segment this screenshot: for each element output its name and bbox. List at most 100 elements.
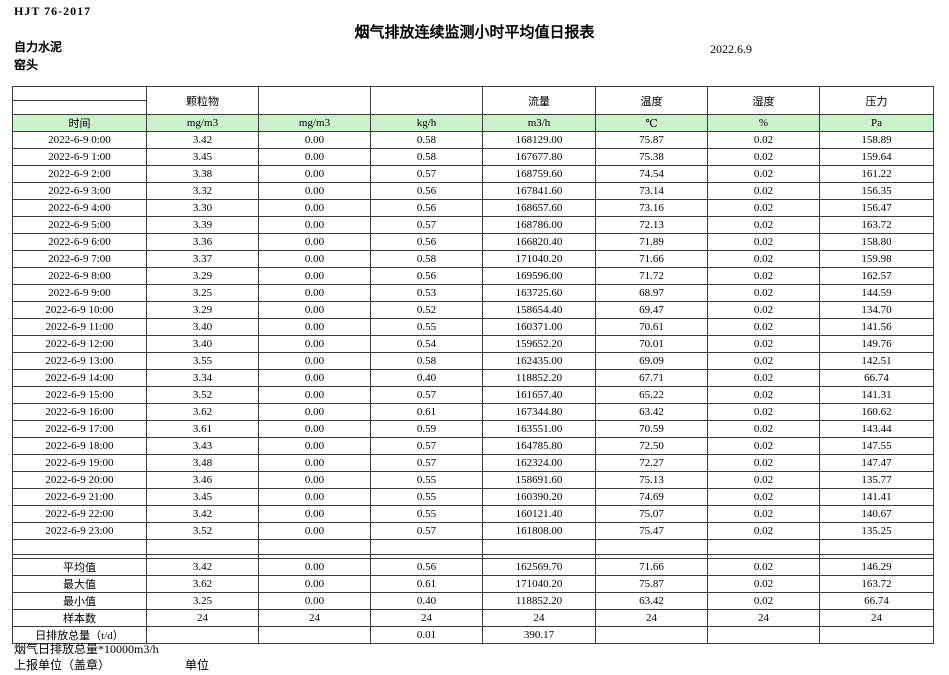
table-row: 2022-6-9 6:00 3.36 0.00 0.56 166820.40 71.89 0… bbox=[12, 233, 934, 251]
time-cell: 2022-6-9 13:00 bbox=[12, 352, 147, 370]
value-cell: 69.09 bbox=[595, 352, 708, 370]
value-cell: 0.57 bbox=[370, 386, 483, 404]
table-row: 2022-6-9 21:00 3.45 0.00 0.55 160390.20 74.69… bbox=[12, 488, 934, 506]
value-cell: 0.57 bbox=[370, 165, 483, 183]
table-row: 2022-6-9 3:00 3.32 0.00 0.56 167841.60 73.14 0… bbox=[12, 182, 934, 200]
summary-value-cell: 163.72 bbox=[819, 575, 934, 593]
time-cell: 2022-6-9 23:00 bbox=[12, 522, 147, 540]
value-cell: 3.62 bbox=[146, 403, 259, 421]
summary-value-cell: 146.29 bbox=[819, 558, 934, 576]
value-cell: 73.14 bbox=[595, 182, 708, 200]
value-cell: 72.27 bbox=[595, 454, 708, 472]
value-cell: 0.00 bbox=[258, 403, 371, 421]
value-cell: 0.02 bbox=[707, 318, 820, 336]
value-cell: 0.58 bbox=[370, 131, 483, 149]
blank-cell bbox=[482, 539, 596, 555]
time-cell: 2022-6-9 19:00 bbox=[12, 454, 147, 472]
value-cell: 3.29 bbox=[146, 267, 259, 285]
value-cell: 3.61 bbox=[146, 420, 259, 438]
summary-value-cell bbox=[258, 626, 371, 644]
value-cell: 158.80 bbox=[819, 233, 934, 251]
value-cell: 0.58 bbox=[370, 352, 483, 370]
value-cell: 75.87 bbox=[595, 131, 708, 149]
time-cell: 2022-6-9 22:00 bbox=[12, 505, 147, 523]
value-cell: 0.55 bbox=[370, 318, 483, 336]
value-cell: 0.40 bbox=[370, 369, 483, 387]
group-header-cell: 颗粒物 bbox=[146, 86, 259, 115]
unit-header-cell: kg/h bbox=[370, 114, 483, 132]
value-cell: 0.52 bbox=[370, 301, 483, 319]
value-cell: 0.53 bbox=[370, 284, 483, 302]
summary-value-cell: 24 bbox=[819, 609, 934, 627]
value-cell: 3.46 bbox=[146, 471, 259, 489]
value-cell: 0.00 bbox=[258, 488, 371, 506]
summary-value-cell: 0.01 bbox=[370, 626, 483, 644]
summary-value-cell: 66.74 bbox=[819, 592, 934, 610]
value-cell: 141.41 bbox=[819, 488, 934, 506]
value-cell: 0.00 bbox=[258, 301, 371, 319]
value-cell: 141.56 bbox=[819, 318, 934, 336]
summary-value-cell bbox=[595, 626, 708, 644]
unit-header-cell: mg/m3 bbox=[258, 114, 371, 132]
value-cell: 3.39 bbox=[146, 216, 259, 234]
value-cell: 161.22 bbox=[819, 165, 934, 183]
value-cell: 0.02 bbox=[707, 165, 820, 183]
value-cell: 75.07 bbox=[595, 505, 708, 523]
time-cell: 2022-6-9 3:00 bbox=[12, 182, 147, 200]
summary-value-cell: 3.25 bbox=[146, 592, 259, 610]
group-header-cell bbox=[370, 86, 483, 115]
summary-value-cell: 0.00 bbox=[258, 592, 371, 610]
value-cell: 0.02 bbox=[707, 505, 820, 523]
value-cell: 141.31 bbox=[819, 386, 934, 404]
value-cell: 0.02 bbox=[707, 284, 820, 302]
summary-label-cell: 日排放总量（t/d） bbox=[12, 626, 147, 644]
summary-row: 平均值 3.42 0.00 0.56 162569.70 71.66 0.02 146.29 bbox=[12, 558, 934, 576]
unit-label: 单位 bbox=[185, 658, 210, 672]
table-row: 2022-6-9 0:00 3.42 0.00 0.58 168129.00 75.87 0… bbox=[12, 131, 934, 149]
summary-value-cell: 24 bbox=[370, 609, 483, 627]
value-cell: 0.02 bbox=[707, 182, 820, 200]
value-cell: 168657.60 bbox=[482, 199, 596, 217]
unit-header-cell: % bbox=[707, 114, 820, 132]
value-cell: 160390.20 bbox=[482, 488, 596, 506]
summary-value-cell: 24 bbox=[258, 609, 371, 627]
value-cell: 0.02 bbox=[707, 403, 820, 421]
summary-value-cell: 0.02 bbox=[707, 558, 820, 576]
value-cell: 167841.60 bbox=[482, 182, 596, 200]
value-cell: 71.72 bbox=[595, 267, 708, 285]
value-cell: 75.38 bbox=[595, 148, 708, 166]
value-cell: 66.74 bbox=[819, 369, 934, 387]
value-cell: 75.13 bbox=[595, 471, 708, 489]
table-row: 2022-6-9 9:00 3.25 0.00 0.53 163725.60 68.97 0… bbox=[12, 284, 934, 302]
summary-row: 样本数 24 24 24 24 24 24 24 bbox=[12, 609, 934, 627]
value-cell: 0.56 bbox=[370, 233, 483, 251]
value-cell: 161808.00 bbox=[482, 522, 596, 540]
summary-row: 日排放总量（t/d） 0.01 390.17 bbox=[12, 626, 934, 644]
value-cell: 0.00 bbox=[258, 182, 371, 200]
time-cell: 2022-6-9 1:00 bbox=[12, 148, 147, 166]
value-cell: 0.02 bbox=[707, 488, 820, 506]
time-cell: 2022-6-9 5:00 bbox=[12, 216, 147, 234]
value-cell: 70.61 bbox=[595, 318, 708, 336]
value-cell: 159.98 bbox=[819, 250, 934, 268]
value-cell: 159652.20 bbox=[482, 335, 596, 353]
table-row: 2022-6-9 19:00 3.48 0.00 0.57 162324.00 72.27… bbox=[12, 454, 934, 472]
value-cell: 3.34 bbox=[146, 369, 259, 387]
value-cell: 0.00 bbox=[258, 386, 371, 404]
summary-label-cell: 平均值 bbox=[12, 558, 147, 576]
value-cell: 3.55 bbox=[146, 352, 259, 370]
summary-value-cell: 0.02 bbox=[707, 592, 820, 610]
value-cell: 0.02 bbox=[707, 199, 820, 217]
value-cell: 69.47 bbox=[595, 301, 708, 319]
value-cell: 169596.00 bbox=[482, 267, 596, 285]
unit-header-cell: mg/m3 bbox=[146, 114, 259, 132]
value-cell: 167677.80 bbox=[482, 148, 596, 166]
value-cell: 158.89 bbox=[819, 131, 934, 149]
value-cell: 72.13 bbox=[595, 216, 708, 234]
value-cell: 162324.00 bbox=[482, 454, 596, 472]
value-cell: 3.42 bbox=[146, 131, 259, 149]
value-cell: 0.02 bbox=[707, 267, 820, 285]
value-cell: 144.59 bbox=[819, 284, 934, 302]
value-cell: 75.47 bbox=[595, 522, 708, 540]
report-unit-label: 上报单位（盖章） bbox=[14, 658, 111, 672]
